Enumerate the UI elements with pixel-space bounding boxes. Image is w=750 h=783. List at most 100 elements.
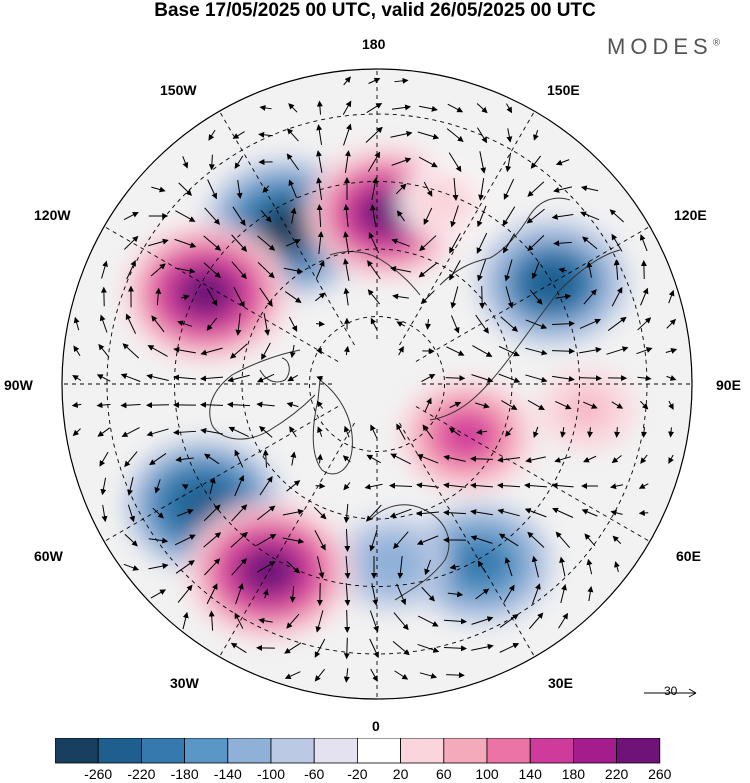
wind-vector <box>282 537 305 544</box>
wind-vector <box>233 287 245 308</box>
wind-vector <box>392 641 410 656</box>
map-boundary <box>61 68 693 700</box>
wind-vector <box>583 289 597 305</box>
wind-vector <box>665 348 678 354</box>
wind-vector <box>475 314 489 334</box>
wind-vector <box>124 533 138 547</box>
wind-vector <box>423 207 433 225</box>
wind-vector <box>471 374 494 383</box>
wind-vector <box>419 235 437 252</box>
wind-vector <box>533 426 539 438</box>
wind-vector <box>204 207 221 225</box>
wind-vector <box>315 610 324 633</box>
wind-vector <box>175 267 196 274</box>
wind-vector <box>344 582 351 606</box>
wind-vector <box>506 103 513 114</box>
wind-vector <box>503 584 515 603</box>
coastline-europe <box>369 504 450 601</box>
wind-vector <box>606 346 629 355</box>
wind-vector <box>419 105 438 112</box>
wind-vector <box>529 289 543 305</box>
wind-vector <box>416 510 440 517</box>
coastline-siberia <box>439 197 571 286</box>
wind-vector <box>344 609 351 633</box>
wind-vector <box>497 508 520 517</box>
wind-vector <box>343 668 350 683</box>
wind-vector <box>471 643 494 651</box>
lon-label-90w: 90W <box>4 377 33 393</box>
wind-vector <box>257 505 276 521</box>
wind-vector <box>209 477 216 495</box>
colorbar-tick-label: 180 <box>561 766 586 782</box>
wind-vector <box>262 449 269 468</box>
colorbar <box>55 738 661 764</box>
wind-vector <box>611 286 623 307</box>
wind-vector <box>72 428 81 437</box>
wind-vector <box>150 589 166 599</box>
wind-vector <box>498 345 520 357</box>
coastline-alaska <box>329 251 421 296</box>
wind-vector <box>447 591 464 598</box>
map-title: Base 17/05/2025 00 UTC, valid 26/05/2025… <box>154 0 596 21</box>
wind-vector <box>370 424 378 439</box>
wind-vector <box>470 535 493 544</box>
wind-vector <box>343 231 350 254</box>
wind-vector <box>475 429 488 435</box>
wind-vector <box>553 240 572 247</box>
wind-vector <box>418 262 437 278</box>
wind-vector <box>390 453 412 465</box>
colorbar-segment <box>97 738 142 764</box>
wind-vector <box>391 104 412 111</box>
wind-vector <box>640 400 649 410</box>
wind-vector <box>371 177 379 200</box>
coastline-greenland <box>312 379 353 475</box>
colorbar-tick-label: 60 <box>436 766 452 782</box>
colorbar-tick-label: 100 <box>475 766 499 782</box>
wind-vector <box>315 482 326 489</box>
wind-vector <box>533 129 539 141</box>
wind-vector <box>505 427 513 437</box>
wind-vector <box>477 205 487 228</box>
reference-vector-arrow <box>644 688 697 698</box>
wind-vector <box>583 455 597 463</box>
wind-vector <box>443 482 466 489</box>
wind-vector <box>206 317 218 331</box>
wind-vector <box>154 479 161 494</box>
colorbar-tick-label: 140 <box>518 766 542 782</box>
wind-vector <box>284 642 302 654</box>
wind-vector <box>417 615 439 627</box>
wind-vector <box>554 456 571 463</box>
wind-vector <box>259 287 273 307</box>
wind-vector <box>146 402 170 409</box>
lon-label-120e: 120E <box>674 207 707 223</box>
meridian-line <box>103 226 339 362</box>
modes-logo: MODES® <box>607 34 720 60</box>
wind-vector <box>472 345 493 357</box>
wind-vector <box>476 103 488 114</box>
wind-vector <box>175 456 194 463</box>
wind-vector <box>395 183 407 195</box>
wind-vector <box>127 504 135 523</box>
wind-vector <box>560 584 567 604</box>
wind-vector <box>666 318 676 329</box>
wind-vector <box>527 181 545 197</box>
wind-vector <box>206 288 218 307</box>
wind-vector <box>228 426 249 437</box>
wind-vector <box>396 583 407 606</box>
wind-vector <box>152 507 164 519</box>
wind-vector <box>668 400 674 410</box>
wind-vector <box>580 211 600 221</box>
wind-vector <box>343 345 350 356</box>
lon-label-180: 180 <box>362 36 386 52</box>
wind-vector <box>344 528 351 552</box>
wind-vector <box>315 292 326 302</box>
wind-vector <box>452 177 459 201</box>
wind-vector <box>478 178 485 201</box>
anomaly-high-160e <box>399 165 488 240</box>
wind-vector <box>100 477 107 496</box>
meridian-line <box>219 110 355 346</box>
colorbar-segment <box>486 738 531 764</box>
wind-vector <box>448 427 461 437</box>
wind-vector <box>287 374 298 382</box>
wind-vector <box>288 103 298 113</box>
